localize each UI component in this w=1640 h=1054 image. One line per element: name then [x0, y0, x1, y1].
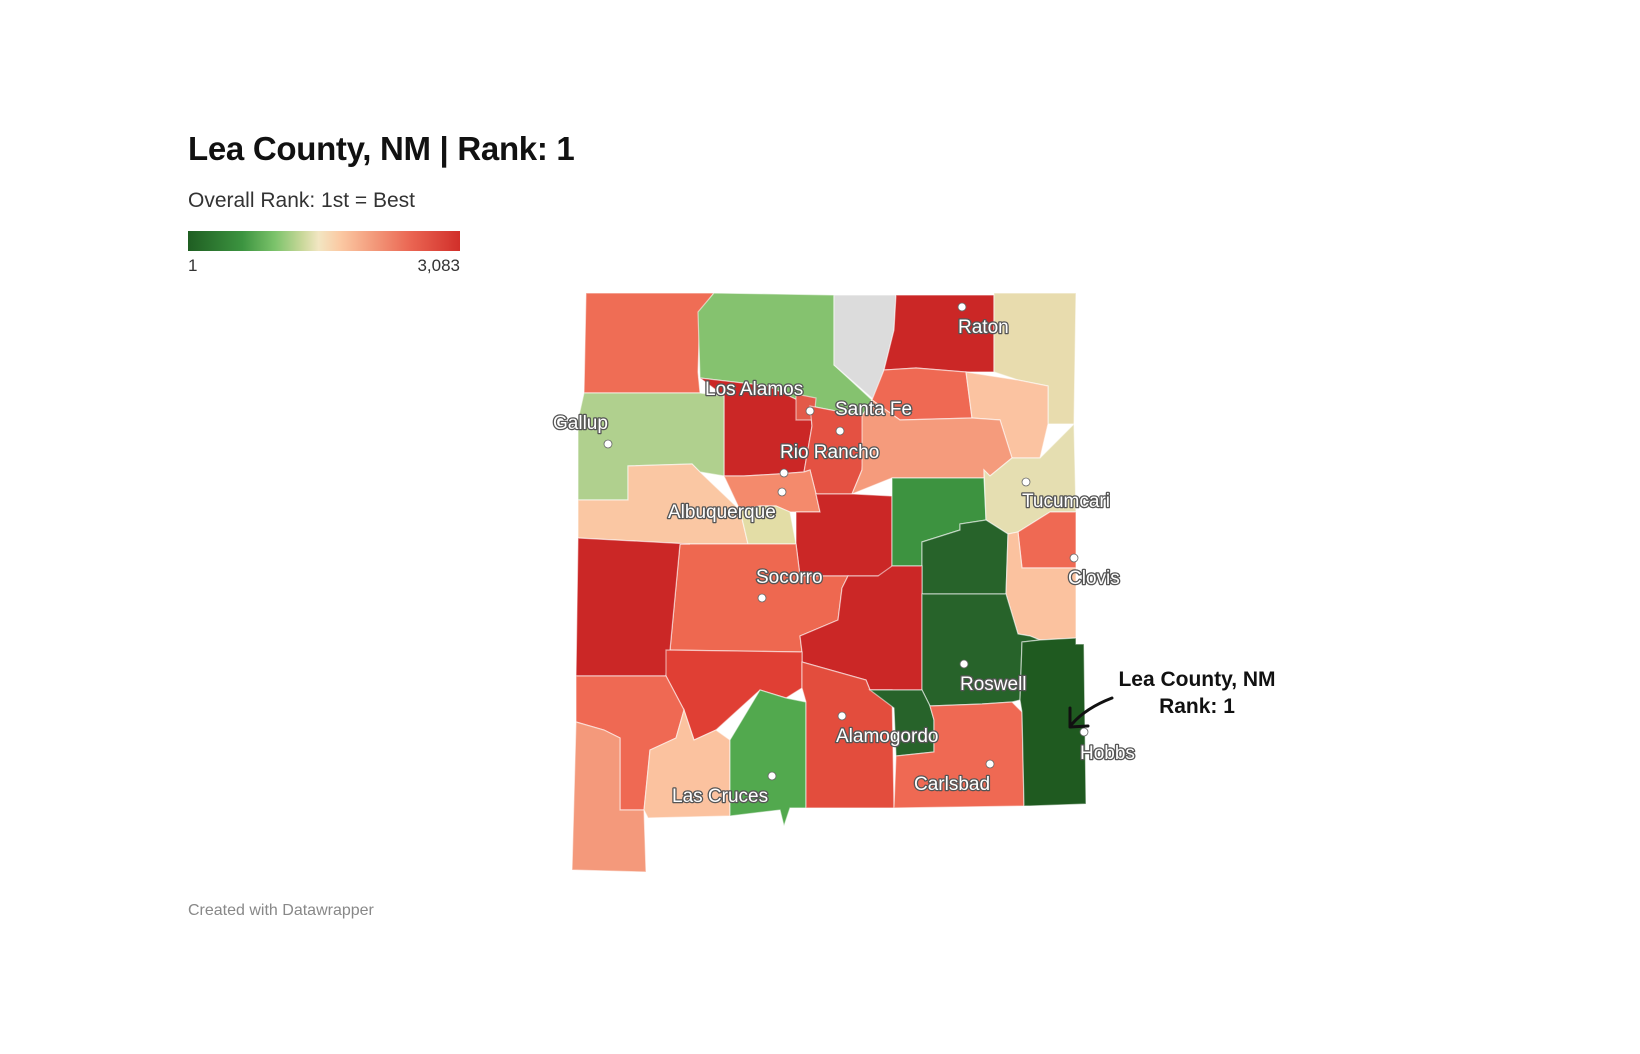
city-label-alamogordo: Alamogordo: [836, 726, 938, 747]
city-hobbs[interactable]: Hobbs: [1079, 727, 1136, 765]
city-tucumcari[interactable]: Tucumcari: [1021, 477, 1111, 513]
city-label-tucumcari: Tucumcari: [1022, 491, 1110, 512]
city-label-los-alamos: Los Alamos: [705, 379, 803, 400]
city-dot-gallup: [603, 439, 613, 449]
city-dot-albuquerque: [777, 487, 787, 497]
city-las-cruces[interactable]: Las Cruces: [671, 771, 777, 808]
datawrapper-credit[interactable]: Created with Datawrapper: [188, 902, 374, 919]
city-label-raton: Raton: [958, 317, 1009, 338]
annotation-arrowhead: [1068, 706, 1090, 729]
city-dot-hobbs: [1079, 727, 1089, 737]
city-label-roswell: Roswell: [960, 674, 1027, 695]
city-dot-santa-fe: [835, 426, 845, 436]
city-gallup[interactable]: Gallup: [552, 412, 613, 449]
county-luna[interactable]: [643, 707, 731, 819]
city-dot-carlsbad: [985, 759, 995, 769]
city-dot-las-cruces: [767, 771, 777, 781]
county-hidalgo[interactable]: [571, 721, 647, 873]
city-alamogordo[interactable]: Alamogordo: [835, 711, 940, 748]
city-raton[interactable]: Raton: [957, 302, 1010, 339]
city-albuquerque[interactable]: Albuquerque: [667, 487, 787, 524]
city-label-socorro: Socorro: [756, 567, 823, 588]
city-dot-clovis: [1069, 553, 1079, 563]
city-label-albuquerque: Albuquerque: [668, 502, 776, 523]
city-clovis[interactable]: Clovis: [1067, 553, 1121, 590]
city-dot-los-alamos: [805, 406, 815, 416]
city-label-santa-fe: Santa Fe: [835, 399, 912, 420]
legend-max-label: 3,083: [417, 256, 460, 275]
annotation-arrow: [1070, 696, 1114, 726]
city-socorro[interactable]: Socorro: [755, 566, 824, 603]
annotation-line-1: Lea County, NM: [1118, 668, 1275, 691]
city-label-gallup: Gallup: [553, 413, 608, 434]
city-label-las-cruces: Las Cruces: [672, 786, 768, 807]
city-dot-alamogordo: [837, 711, 847, 721]
annotation-line-2: Rank: 1: [1159, 695, 1235, 718]
city-label-rio-rancho: Rio Rancho: [780, 442, 879, 463]
city-los-alamos[interactable]: Los Alamos: [704, 378, 815, 416]
county-san-juan[interactable]: [583, 292, 716, 394]
city-label-clovis: Clovis: [1068, 568, 1120, 589]
city-dot-tucumcari: [1021, 477, 1031, 487]
city-dot-roswell: [959, 659, 969, 669]
map-title: Lea County, NM | Rank: 1: [188, 130, 575, 167]
legend-min-label: 1: [188, 256, 198, 275]
city-layer: Raton Los Alamos Santa Fe Gallup Rio Ran…: [552, 302, 1136, 808]
lea-county-annotation: Lea County, NM Rank: 1: [1068, 668, 1276, 729]
city-carlsbad[interactable]: Carlsbad: [913, 759, 995, 796]
map-subtitle: Overall Rank: 1st = Best: [188, 189, 416, 212]
city-roswell[interactable]: Roswell: [959, 659, 1028, 696]
city-rio-rancho[interactable]: Rio Rancho: [779, 441, 881, 478]
county-layer: [571, 292, 1087, 873]
city-label-hobbs: Hobbs: [1080, 743, 1135, 764]
city-dot-raton: [957, 302, 967, 312]
county-dona-ana[interactable]: [729, 689, 807, 829]
city-dot-socorro: [757, 593, 767, 603]
city-santa-fe[interactable]: Santa Fe: [834, 398, 913, 436]
county-lea[interactable]: [1019, 637, 1087, 807]
color-legend-bar: [188, 231, 460, 251]
city-label-carlsbad: Carlsbad: [914, 774, 990, 795]
city-dot-rio-rancho: [779, 468, 789, 478]
